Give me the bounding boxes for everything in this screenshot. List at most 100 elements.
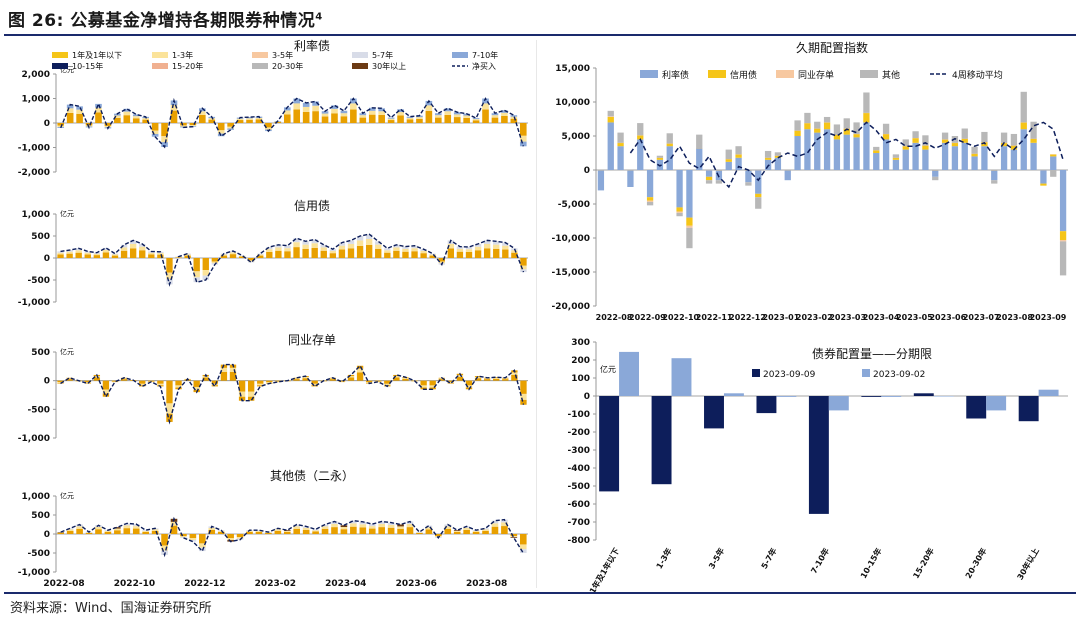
rate-bar xyxy=(519,123,527,136)
credit-bar xyxy=(93,255,101,258)
rate-bar xyxy=(453,117,461,123)
ncd-bar xyxy=(220,367,228,372)
duration-bar xyxy=(902,139,909,147)
duration-xtick-label: 2023-02 xyxy=(796,313,833,322)
ncd-bar xyxy=(447,382,455,384)
duration-bar xyxy=(941,142,949,170)
credit-bar xyxy=(166,272,173,280)
rate-bar xyxy=(397,109,404,113)
panel-separator xyxy=(536,40,537,588)
duration-bar xyxy=(617,142,624,147)
rate-bar xyxy=(227,128,234,130)
other-bar xyxy=(340,529,348,534)
maturity-xtick-label: 7-10年 xyxy=(808,546,831,575)
rate-bar xyxy=(199,111,206,115)
duration-bar xyxy=(1010,149,1018,170)
credit-ytick-label: -1,000 xyxy=(18,298,50,308)
ncd-bar xyxy=(175,380,182,386)
ncd-bar xyxy=(493,377,500,379)
other-bar xyxy=(491,526,499,534)
credit-panel xyxy=(53,213,528,303)
ncd-bar xyxy=(447,382,455,383)
rate-bar xyxy=(170,104,178,111)
duration-xtick-label: 2022-10 xyxy=(662,313,699,322)
other-bar xyxy=(293,526,301,529)
duration-bar xyxy=(617,146,624,170)
credit-bar xyxy=(329,249,337,251)
credit-bar xyxy=(356,240,364,246)
other-bar xyxy=(151,529,159,531)
other-bar xyxy=(246,531,253,534)
rate-bar xyxy=(208,118,216,120)
rate-bar xyxy=(510,115,518,117)
ncd-bar xyxy=(347,376,355,378)
rate-bar xyxy=(340,116,348,123)
credit-bar xyxy=(356,236,364,241)
ncd-bar xyxy=(474,376,482,379)
ncd-bar xyxy=(229,367,237,372)
duration-ytick-label: 15,000 xyxy=(555,64,590,74)
credit-bar xyxy=(120,247,128,251)
rate-bar xyxy=(161,142,168,148)
credit-bar xyxy=(384,248,391,251)
duration-bar xyxy=(882,133,890,140)
rate-bar xyxy=(66,112,74,123)
other-bar xyxy=(114,530,121,534)
rate-bar xyxy=(472,120,480,123)
rate-ytick-label: 0 xyxy=(44,119,50,129)
other-bar xyxy=(274,529,282,531)
other-bar xyxy=(519,549,527,553)
duration-bar xyxy=(676,207,683,212)
rate-bar xyxy=(312,101,319,106)
other-bar xyxy=(312,531,319,534)
rate-bar xyxy=(491,115,499,118)
rate-unit: 亿元 xyxy=(60,65,74,74)
ncd-bar xyxy=(429,385,436,388)
credit-bar xyxy=(493,248,500,258)
duration-bar xyxy=(705,180,713,184)
other-bar xyxy=(274,530,282,534)
rate-bar xyxy=(435,115,442,118)
duration-bar xyxy=(656,157,664,160)
rate-bar xyxy=(123,111,131,116)
credit-bar xyxy=(347,240,355,244)
footnote-mark: 4 xyxy=(315,11,323,23)
rate-bar xyxy=(416,117,423,119)
maturity-ytick-label: -200 xyxy=(567,428,590,438)
other-bar xyxy=(85,532,93,534)
other-bar xyxy=(142,530,149,532)
ncd-bar xyxy=(111,381,119,382)
credit-bar xyxy=(338,242,346,246)
rate-bar xyxy=(123,108,131,112)
other-panel xyxy=(53,495,528,573)
duration-bar xyxy=(833,124,841,135)
rate-bar xyxy=(217,130,225,134)
ncd-bar xyxy=(311,385,318,387)
maturity-legend-label: 2023-09-02 xyxy=(873,370,925,380)
credit-bar xyxy=(75,250,82,253)
rate-bar xyxy=(463,115,470,118)
ncd-bar xyxy=(420,380,427,386)
other-bar xyxy=(340,527,348,530)
duration-bar xyxy=(981,142,988,147)
ncd-bar xyxy=(257,383,264,386)
other-bar xyxy=(57,532,65,534)
ncd-bar xyxy=(474,378,482,381)
other-bar xyxy=(227,534,234,539)
rate-ytick-label: 1,000 xyxy=(22,95,50,105)
rate-bar xyxy=(161,136,168,143)
other-xtick-label: 2022-10 xyxy=(114,579,155,589)
rate-bar xyxy=(435,117,442,123)
rate-bar xyxy=(387,118,395,121)
ncd-bar xyxy=(465,380,473,386)
maturity-bar xyxy=(808,396,829,514)
ncd-bar xyxy=(211,385,219,387)
credit-bar xyxy=(139,246,146,251)
rate-bar xyxy=(236,118,244,121)
other-bar xyxy=(350,526,357,534)
other-bar xyxy=(208,529,216,534)
duration-bar xyxy=(863,92,870,113)
credit-bar xyxy=(420,250,427,254)
rate-bar xyxy=(378,114,385,123)
source-note: 资料来源：Wind、国海证券研究所 xyxy=(10,601,212,616)
